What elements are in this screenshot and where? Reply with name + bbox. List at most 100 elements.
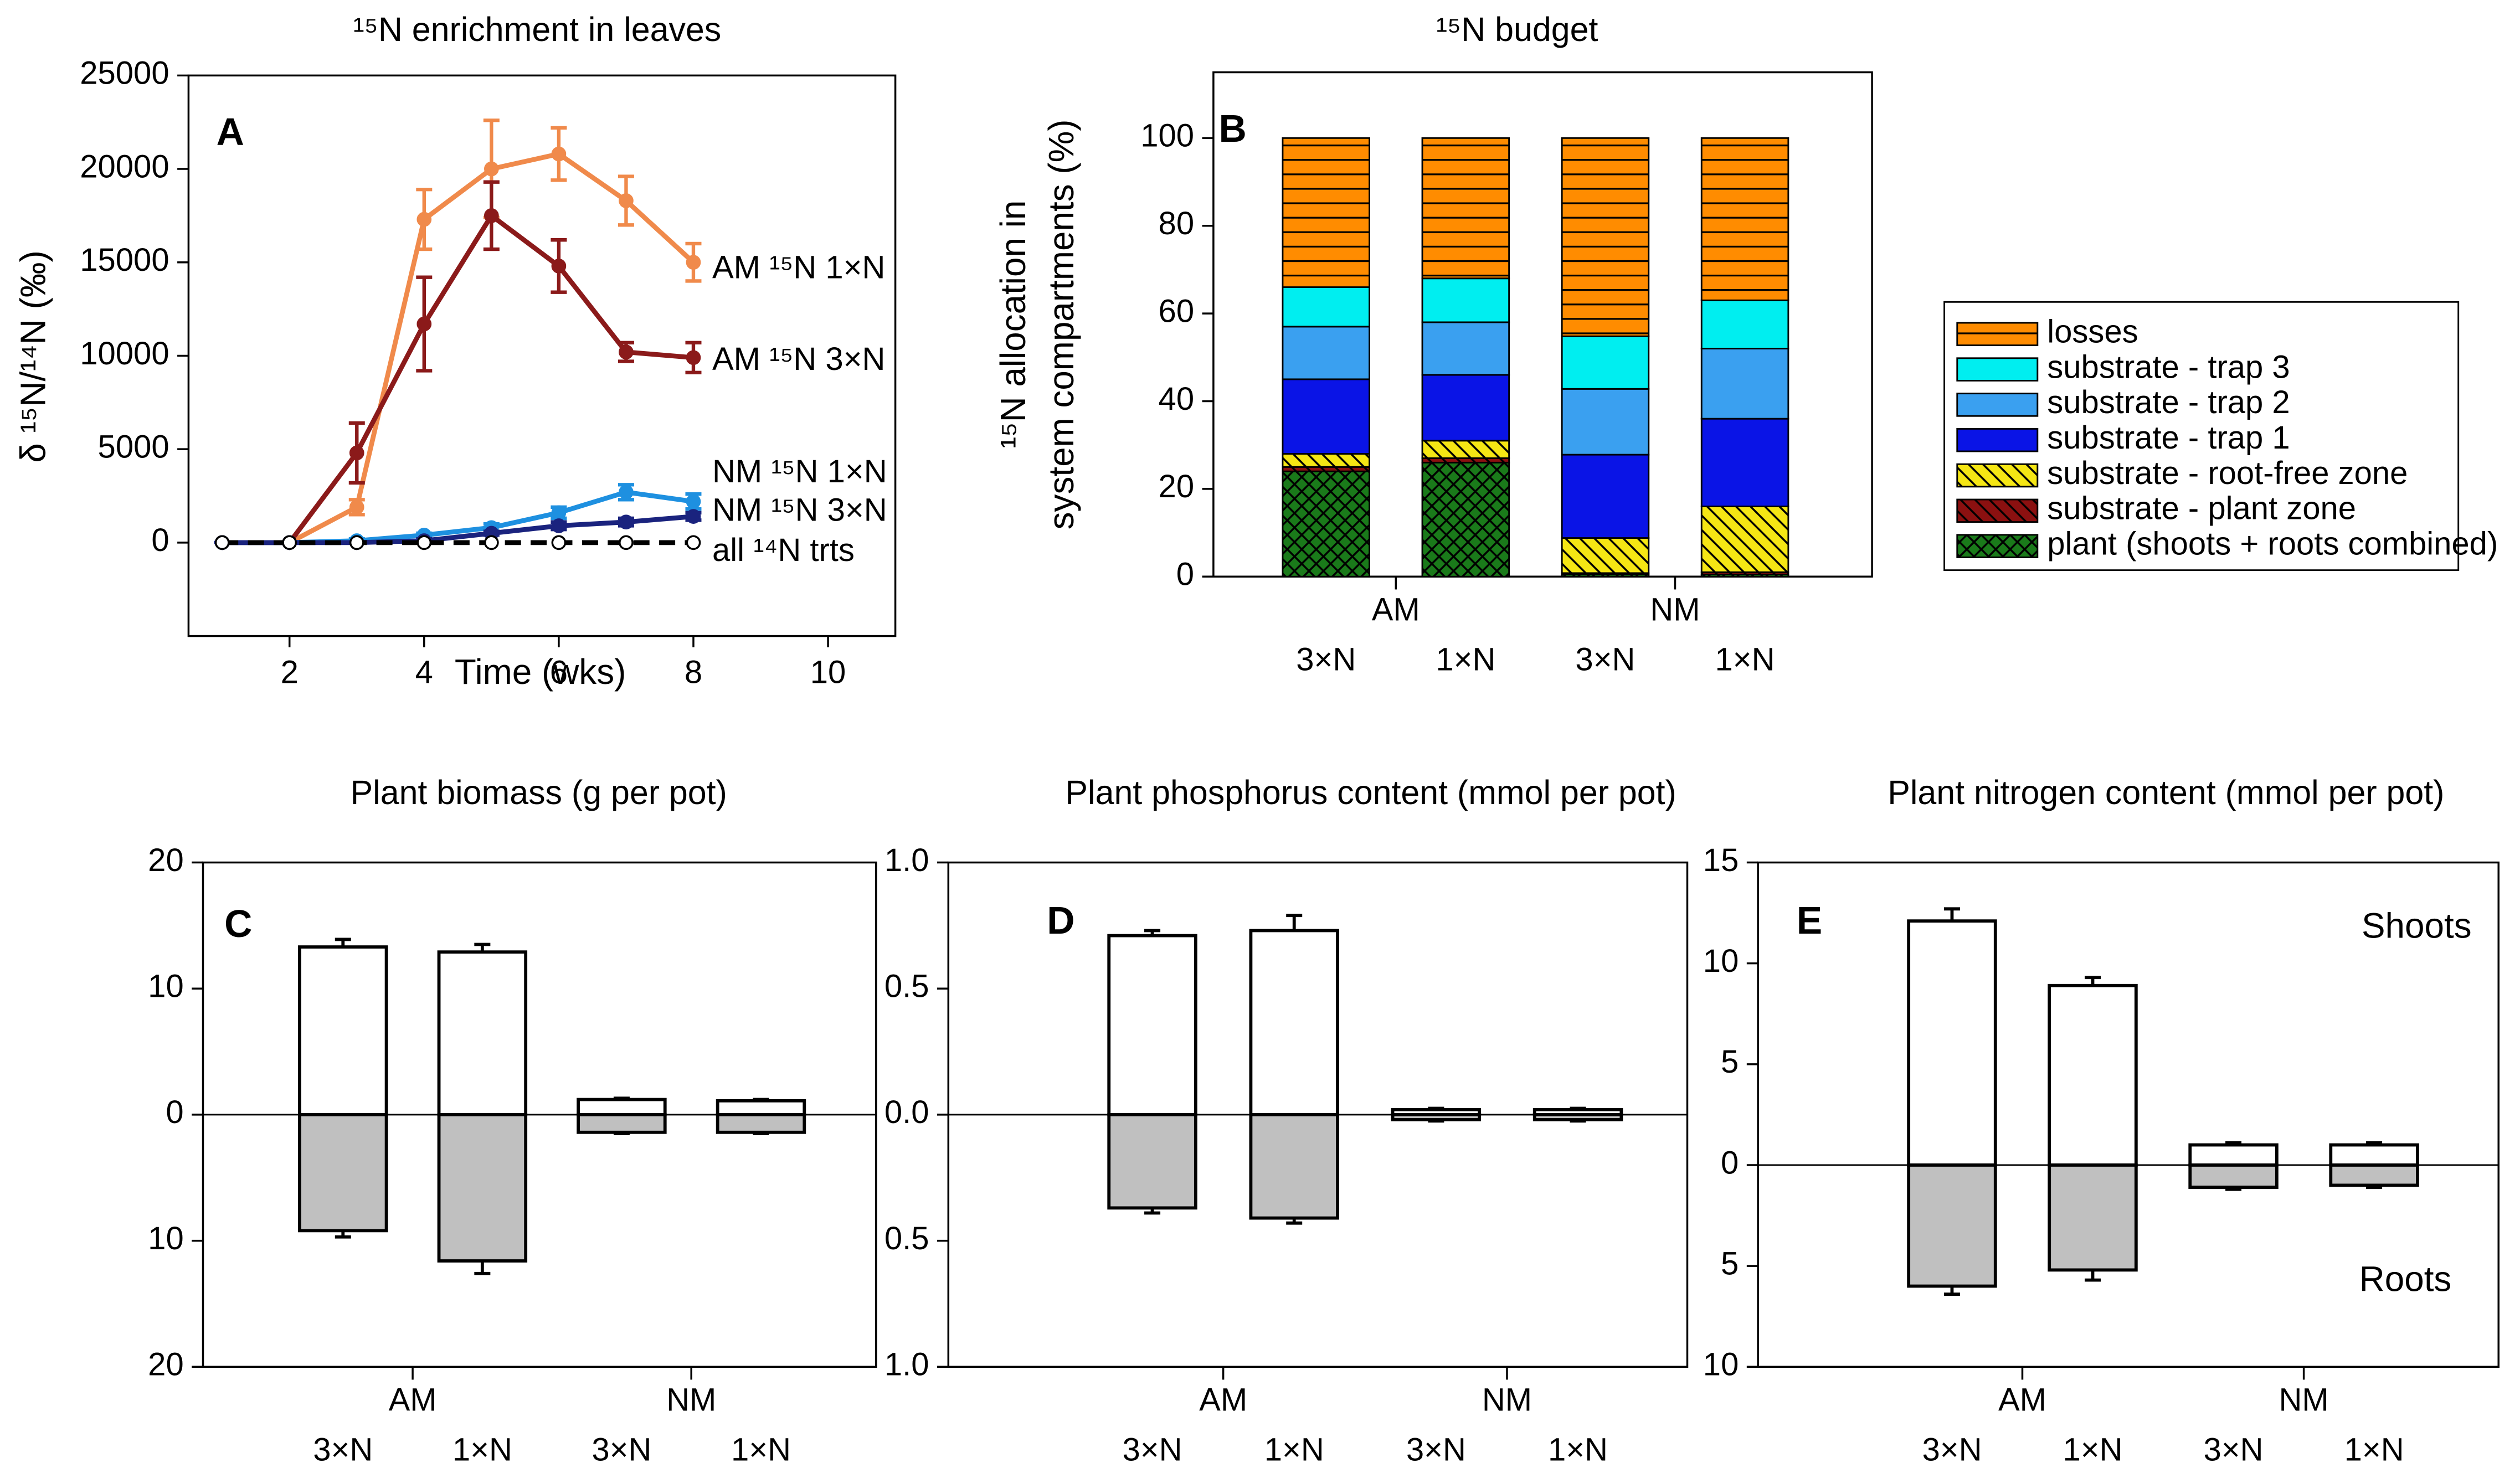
x-tick-label: 1×N: [1264, 1431, 1324, 1467]
panel-letter: D: [1047, 899, 1074, 942]
error-bar: [1286, 914, 1303, 931]
data-point: [619, 193, 634, 208]
group-label: AM: [1199, 1382, 1247, 1418]
annotation: Roots: [2359, 1259, 2452, 1299]
bar: [2048, 1163, 2138, 1272]
bar: [1249, 929, 1339, 1116]
series-line: [222, 212, 694, 545]
bar: [577, 1113, 667, 1134]
series-label: AM ¹⁵N 1×N: [712, 250, 885, 286]
y-tick-label: 0: [166, 1094, 183, 1130]
data-point: [416, 535, 432, 550]
x-tick-label: 1×N: [2344, 1431, 2404, 1467]
y-tick-label: 10: [148, 1220, 184, 1256]
x-tick-label: 2: [281, 655, 299, 691]
plot-frame: [1212, 71, 1873, 578]
legend-label: substrate - trap 2: [2047, 384, 2290, 420]
legend-swatch: [1956, 463, 2039, 488]
data-point: [349, 535, 364, 550]
x-tick-label: 1×N: [731, 1431, 791, 1467]
data-point: [686, 494, 701, 509]
panel-letter: B: [1219, 107, 1247, 150]
legend-label: plant (shoots + roots combined): [2047, 526, 2498, 562]
bar-segment: [1282, 286, 1370, 328]
bar: [2329, 1163, 2419, 1187]
legend-swatch: [1956, 534, 2039, 558]
y-tick-label: 100: [1140, 118, 1194, 154]
bar: [1107, 934, 1197, 1116]
panel-title: Plant nitrogen content (mmol per pot): [1888, 774, 2444, 811]
bar-segment: [1282, 378, 1370, 455]
y-tick-label: 80: [1159, 205, 1195, 241]
data-point: [551, 518, 567, 533]
x-tick-label: 3×N: [2204, 1431, 2264, 1467]
data-point: [551, 535, 567, 550]
bar: [1907, 919, 1997, 1167]
data-point: [551, 505, 567, 521]
group-label: AM: [389, 1382, 437, 1418]
x-tick-label: 3×N: [1922, 1431, 1982, 1467]
y-tick-label: 5: [1721, 1245, 1739, 1281]
x-tick-label: 10: [810, 655, 846, 691]
bar: [2048, 983, 2138, 1167]
bar: [577, 1098, 667, 1116]
bar: [716, 1099, 806, 1116]
x-tick-label: 3×N: [1575, 641, 1635, 677]
bar: [298, 945, 388, 1116]
y-tick-label: 0: [1721, 1145, 1739, 1181]
x-tick-label: 3×N: [1296, 641, 1356, 677]
data-point: [214, 535, 230, 550]
panel-letter: C: [224, 902, 252, 945]
bar-segment: [1421, 374, 1510, 442]
bar-segment: [1282, 326, 1370, 380]
x-tick-label: 1×N: [1715, 641, 1775, 677]
legend-swatch: [1956, 498, 2039, 523]
panel-title: Plant phosphorus content (mmol per pot): [1065, 774, 1676, 811]
y-tick-label: 1.0: [884, 842, 929, 878]
bar-segment: [1700, 506, 1789, 573]
y-tick-label: 10000: [80, 336, 169, 372]
y-tick-label: 10: [1703, 1347, 1739, 1383]
x-tick-label: 8: [685, 655, 702, 691]
x-tick-label: 1×N: [1548, 1431, 1608, 1467]
x-tick-label: 1×N: [2063, 1431, 2122, 1467]
y-tick-label: 40: [1159, 381, 1195, 417]
data-point: [619, 535, 634, 550]
series-label: all ¹⁴N trts: [712, 532, 855, 568]
panel-letter: A: [217, 110, 244, 153]
x-tick-label: 6: [550, 655, 568, 691]
group-label: AM: [1998, 1382, 2046, 1418]
bar: [1249, 1113, 1339, 1220]
x-tick-label: 3×N: [1406, 1431, 1466, 1467]
bar-segment: [1421, 321, 1510, 376]
bar-segment: [1282, 137, 1370, 289]
series-line: [222, 151, 695, 545]
bar: [1107, 1113, 1197, 1210]
data-point: [416, 316, 432, 332]
y-tick-label: 10: [1703, 943, 1739, 979]
data-point: [349, 445, 364, 461]
panel-title: ¹⁵N budget: [1436, 11, 1598, 48]
legend-swatch: [1956, 322, 2039, 347]
series-label: NM ¹⁵N 3×N: [712, 492, 887, 528]
y-tick-label: 0.0: [884, 1094, 929, 1130]
y-tick-label: 10: [148, 969, 184, 1005]
legend-label: substrate - trap 3: [2047, 349, 2290, 385]
data-point: [619, 514, 634, 530]
y-tick-label: 0: [151, 522, 169, 558]
data-point: [484, 161, 499, 177]
data-point: [686, 350, 701, 365]
y-axis-label: system compartments (%): [1041, 119, 1081, 529]
y-tick-label: 5: [1721, 1044, 1739, 1080]
y-tick-label: 15: [1703, 842, 1739, 878]
bar: [298, 1113, 388, 1233]
data-point: [686, 535, 701, 550]
x-tick-label: 3×N: [313, 1431, 373, 1467]
panel-letter: E: [1797, 899, 1822, 942]
bar-segment: [1700, 137, 1789, 301]
bar-segment: [1421, 461, 1510, 578]
legend-swatch: [1956, 427, 2039, 452]
bar: [2188, 1143, 2279, 1167]
